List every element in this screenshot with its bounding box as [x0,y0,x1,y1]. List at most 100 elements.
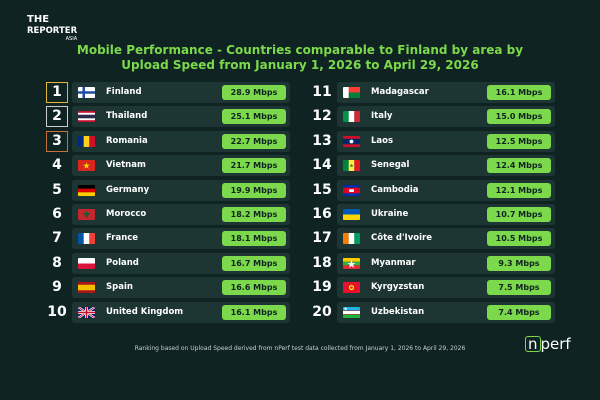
sn-flag-icon [343,160,360,172]
country-name: Kyrgyzstan [371,282,425,293]
es-flag-icon [78,282,95,294]
rank-number: 7 [52,230,62,247]
rank-number: 13 [312,132,332,149]
ci-flag-icon [343,233,360,245]
upload-speed-badge: 19.9 Mbps [222,182,286,198]
upload-speed-badge: 16.7 Mbps [222,255,286,271]
ro-flag-icon [78,135,95,147]
ranking-row: 15 Cambodia 12.1 Mbps [311,179,559,201]
page-title: Mobile Performance - Countries comparabl… [60,43,540,73]
ranking-row: 14 Senegal 12.4 Mbps [311,155,559,177]
ranking-row: 10 United Kingdom 16.1 Mbps [46,301,294,323]
ranking-row: 11 Madagascar 16.1 Mbps [311,82,559,103]
de-flag-icon [78,184,95,196]
country-name: Cambodia [371,184,419,195]
country-name: Côte d'Ivoire [371,233,432,244]
upload-speed-badge: 12.5 Mbps [487,133,551,149]
rank-number: 15 [312,181,332,198]
upload-speed-badge: 9.3 Mbps [487,255,551,271]
ranking-row: 6 Morocco 18.2 Mbps [46,203,294,225]
upload-speed-badge: 21.7 Mbps [222,158,286,174]
ranking-row: 13 Laos 12.5 Mbps [311,130,559,152]
rank-number: 18 [312,254,332,271]
gb-flag-icon [78,306,95,318]
country-name: Romania [106,135,148,146]
ranking-row: 12 Italy 15.0 Mbps [311,106,559,128]
ranking-row: 18 Myanmar 9.3 Mbps [311,252,559,274]
country-name: Ukraine [371,208,409,219]
upload-speed-badge: 10.7 Mbps [487,206,551,222]
country-card: Morocco 18.2 Mbps [72,203,290,225]
rank-number: 5 [52,181,62,198]
ranking-row: 3 Romania 22.7 Mbps [46,130,294,152]
vn-flag-icon [78,160,95,172]
mg-flag-icon [343,87,360,98]
ma-flag-icon [78,208,95,220]
rank-number: 11 [312,84,332,100]
rank-number: 20 [312,303,332,320]
country-card: Romania 22.7 Mbps [72,130,290,152]
rank-number: 17 [312,230,332,247]
country-card: Vietnam 21.7 Mbps [72,155,290,177]
country-card: Senegal 12.4 Mbps [337,155,555,177]
it-flag-icon [343,111,360,123]
country-card: Germany 19.9 Mbps [72,179,290,201]
country-card: Poland 16.7 Mbps [72,252,290,274]
ranking-column-left: 1 Finland 28.9 Mbps 2 Thailand 25.1 Mbps 3 Roma… [46,82,294,326]
ranking-column-right: 11 Madagascar 16.1 Mbps 12 Italy 15.0 Mbps 13 L… [311,82,559,326]
ranking-row: 4 Vietnam 21.7 Mbps [46,155,294,177]
fr-flag-icon [78,233,95,245]
country-name: Poland [106,257,139,268]
rank-number: 9 [52,279,62,296]
pl-flag-icon [78,257,95,269]
fi-flag-icon [78,87,95,98]
country-card: France 18.1 Mbps [72,228,290,250]
rank-number: 14 [312,157,332,174]
rank-number: 3 [46,130,68,152]
rank-number: 19 [312,279,332,296]
upload-speed-badge: 7.5 Mbps [487,280,551,296]
upload-speed-badge: 12.1 Mbps [487,182,551,198]
upload-speed-badge: 18.2 Mbps [222,206,286,222]
brand-line3: ASIA [65,36,78,42]
ranking-row: 19 Kyrgyzstan 7.5 Mbps [311,277,559,299]
country-name: Morocco [106,208,147,219]
ranking-row: 20 Uzbekistan 7.4 Mbps [311,301,559,323]
country-card: Uzbekistan 7.4 Mbps [337,301,555,323]
title-line2: Upload Speed from January 1, 2026 to Apr… [121,58,479,72]
country-name: Myanmar [371,257,416,268]
upload-speed-badge: 25.1 Mbps [222,109,286,125]
upload-speed-badge: 15.0 Mbps [487,109,551,125]
country-name: Finland [106,87,142,97]
country-name: United Kingdom [106,306,184,317]
rank-number: 8 [52,254,62,271]
brand-line2: REPORTER [27,26,78,36]
rank-number: 16 [312,205,332,222]
country-card: Ukraine 10.7 Mbps [337,203,555,225]
rank-number: 1 [46,82,68,103]
country-card: United Kingdom 16.1 Mbps [72,301,290,323]
country-name: France [106,233,139,244]
ranking-row: 8 Poland 16.7 Mbps [46,252,294,274]
nperf-logo-n: n [525,336,541,352]
upload-speed-badge: 16.1 Mbps [487,85,551,100]
upload-speed-badge: 16.1 Mbps [222,304,286,320]
rank-number: 2 [46,106,68,128]
ranking-row: 7 France 18.1 Mbps [46,228,294,250]
upload-speed-badge: 7.4 Mbps [487,304,551,320]
rank-number: 6 [52,205,62,222]
country-name: Laos [371,135,394,146]
country-card: Spain 16.6 Mbps [72,277,290,299]
kg-flag-icon [343,282,360,294]
country-card: Laos 12.5 Mbps [337,130,555,152]
upload-speed-badge: 18.1 Mbps [222,231,286,247]
kh-flag-icon [343,184,360,196]
rank-number: 12 [312,108,332,125]
country-name: Germany [106,184,150,195]
upload-speed-badge: 10.5 Mbps [487,231,551,247]
country-name: Spain [106,282,133,293]
country-card: Thailand 25.1 Mbps [72,106,290,128]
nperf-logo: n perf [525,335,571,353]
ranking-row: 5 Germany 19.9 Mbps [46,179,294,201]
upload-speed-badge: 22.7 Mbps [222,133,286,149]
